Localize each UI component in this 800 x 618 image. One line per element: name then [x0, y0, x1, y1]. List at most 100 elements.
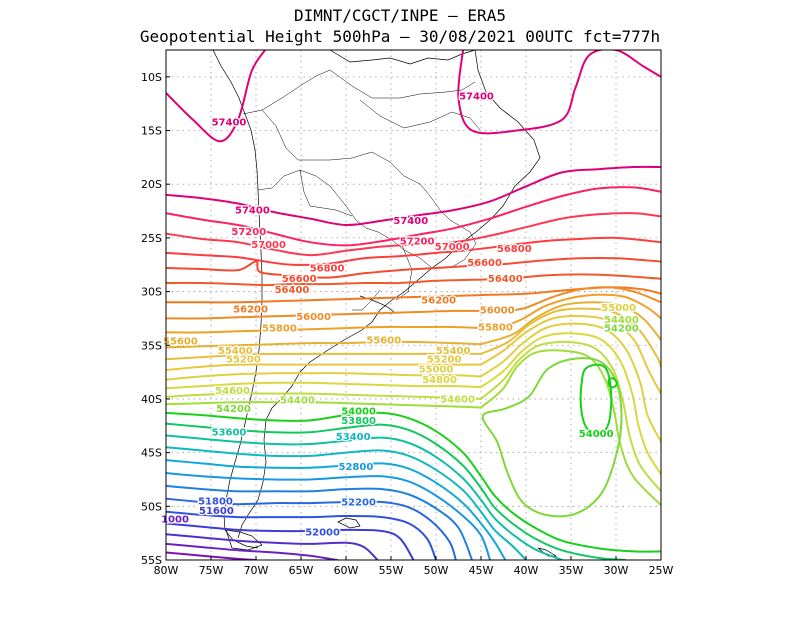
- y-tick-label: 20S: [141, 178, 162, 191]
- contour-line-53800: [166, 422, 626, 560]
- y-tick-label: 10S: [141, 71, 162, 84]
- x-tick-label: 45W: [469, 564, 494, 577]
- contour-label: 54200: [216, 404, 251, 415]
- map-frame: [165, 49, 662, 561]
- contour-label: 56800: [310, 263, 345, 274]
- contour-label: 56200: [233, 304, 268, 315]
- contour-line-55000: [166, 372, 482, 381]
- contour-line-east-55000: [480, 322, 661, 443]
- contour-line-56000: [166, 309, 509, 320]
- contour-label: 51800: [198, 496, 233, 507]
- contour-line-55600: [166, 340, 482, 349]
- coastline-north: [329, 50, 476, 65]
- contour-line-52200: [166, 497, 457, 560]
- x-tick-label: 75W: [199, 564, 224, 577]
- coastline-west: [212, 50, 263, 549]
- contour-label: 57000: [251, 240, 286, 251]
- contour-label: 54200: [604, 324, 639, 335]
- x-tick-label: 80W: [154, 564, 179, 577]
- contour-label: 54400: [604, 315, 639, 326]
- contour-line-51200: [166, 542, 338, 560]
- contour-line-57200: [166, 186, 661, 247]
- y-tick-label: 25S: [141, 232, 162, 245]
- contour-label: 57000: [435, 242, 470, 253]
- y-tick-label: 45S: [141, 447, 162, 460]
- contour-line-53400: [166, 446, 527, 560]
- contour-label: 55800: [262, 324, 297, 335]
- coastline-falklands: [337, 517, 361, 529]
- contour-label: 1000: [161, 515, 189, 526]
- contour-line-east-56000: [507, 286, 661, 312]
- contour-line-57000: [166, 212, 661, 257]
- contour-line-east-54600: [480, 340, 661, 493]
- contour-line-51600: [166, 522, 415, 560]
- contour-line-east-55800: [498, 293, 661, 330]
- contour-line-57400: [166, 50, 266, 143]
- contour-line-51400: [166, 533, 379, 560]
- contour-label: 53600: [212, 428, 247, 439]
- contour-line-55200: [166, 363, 482, 371]
- contour-label: 57200: [231, 227, 266, 238]
- contour-label: 56800: [497, 244, 532, 255]
- contour-line-55400: [166, 352, 482, 361]
- contour-label: 57400: [393, 216, 428, 227]
- contour-label: 54400: [280, 396, 315, 407]
- contour-line-57400: [166, 165, 661, 227]
- contour-label: 56000: [296, 312, 331, 323]
- x-tick-label: 70W: [244, 564, 269, 577]
- contour-line-53600: [166, 434, 563, 560]
- contour-line-east-55200: [480, 314, 661, 395]
- contour-label: 52000: [305, 528, 340, 539]
- y-tick-label: 15S: [141, 125, 162, 138]
- contour-line-51800: [166, 510, 437, 560]
- y-tick-label: 30S: [141, 286, 162, 299]
- contour-label: 56400: [275, 285, 310, 296]
- contour-label: 57400: [459, 92, 494, 103]
- contour-label: 54600: [215, 386, 250, 397]
- x-tick-label: 40W: [514, 564, 539, 577]
- contour-label: 53400: [336, 432, 371, 443]
- contour-line-52400: [166, 484, 473, 560]
- contour-label: 56200: [421, 296, 456, 307]
- contour-label: 55200: [226, 355, 261, 366]
- contour-line-57400: [457, 50, 661, 135]
- x-tick-label: 25W: [649, 564, 674, 577]
- coastline-tierra-del-fuego: [225, 529, 263, 551]
- contour-lines: [166, 50, 661, 560]
- contour-label: 54800: [422, 375, 457, 386]
- coastlines: [212, 50, 558, 557]
- contour-line-east-54800: [480, 332, 661, 476]
- contour-ring-54000: [579, 363, 613, 435]
- contour-line-east-55400: [480, 307, 661, 368]
- country-borders: [242, 69, 481, 311]
- contour-line-54400: [166, 401, 482, 409]
- contour-label: 54000: [579, 429, 614, 440]
- x-tick-label: 60W: [334, 564, 359, 577]
- contour-label: 56600: [282, 274, 317, 285]
- contour-label: 55400: [436, 346, 471, 357]
- y-tick-label: 35S: [141, 339, 162, 352]
- x-tick-label: 35W: [559, 564, 584, 577]
- contour-line-56600: [166, 256, 661, 279]
- x-tick-label: 30W: [604, 564, 629, 577]
- contour-label: 55600: [366, 335, 401, 346]
- contour-ring-53800: [607, 377, 618, 389]
- axes: 80W 75W 70W 65W 60W 55W 50W 45W 40W 35W 30W 25W 10S 1…: [141, 71, 674, 577]
- contour-line-54000: [166, 411, 661, 553]
- x-tick-label: 50W: [424, 564, 449, 577]
- x-tick-label: 55W: [379, 564, 404, 577]
- contour-label: 57400: [235, 205, 270, 216]
- contour-label: 55800: [478, 323, 513, 334]
- contour-line-56400: [166, 273, 661, 287]
- contour-label: 55000: [601, 303, 636, 314]
- contour-label: 55400: [218, 346, 253, 357]
- y-tick-label: 55S: [141, 554, 162, 567]
- contour-label: 53800: [341, 416, 376, 427]
- map-title: DIMNT/CGCT/INPE – ERA5: [294, 6, 506, 25]
- contour-line-east-54400: [480, 349, 661, 507]
- contour-label: 56000: [480, 305, 515, 316]
- y-tick-label: 40S: [141, 393, 162, 406]
- contour-label: 56400: [488, 274, 523, 285]
